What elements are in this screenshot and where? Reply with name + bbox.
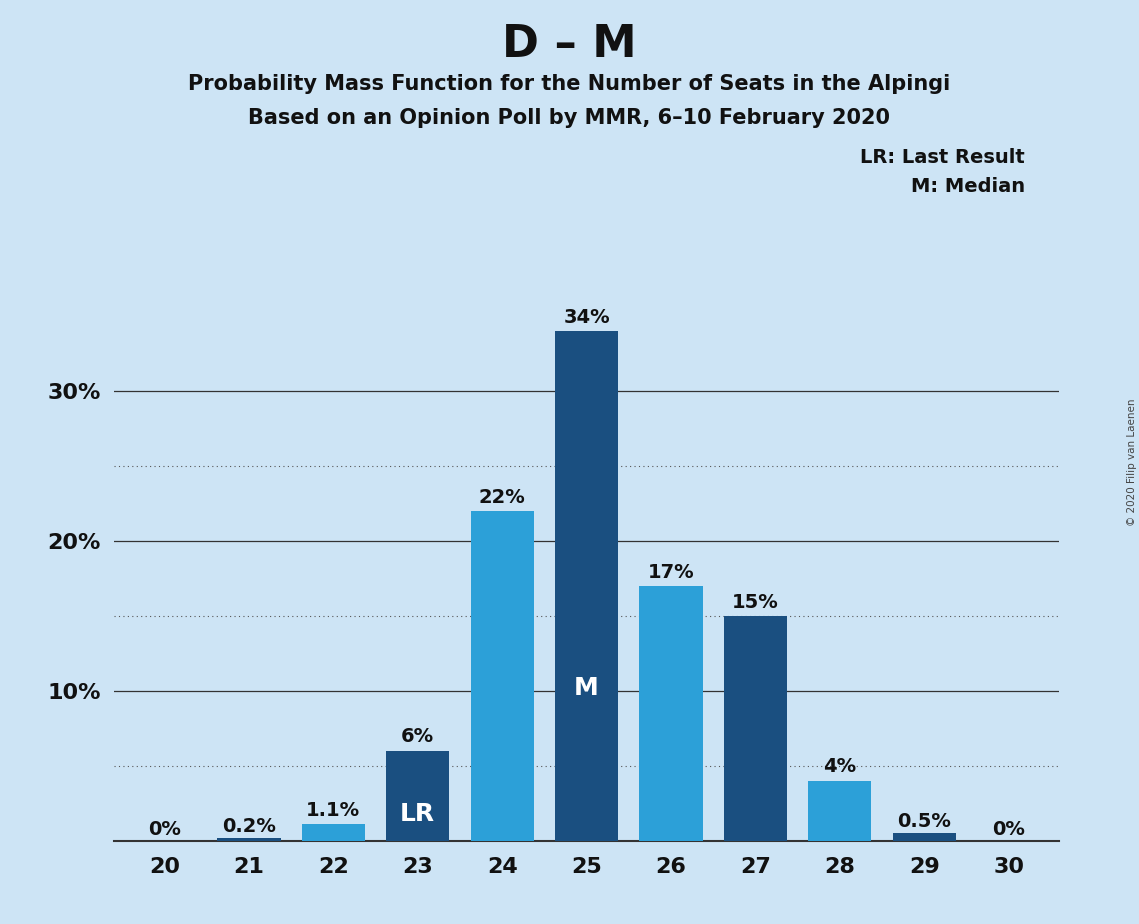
Text: 0%: 0%	[992, 820, 1025, 839]
Text: 4%: 4%	[823, 758, 857, 776]
Bar	[555, 332, 618, 841]
Bar	[302, 824, 364, 841]
Bar	[893, 833, 956, 841]
Text: 0.2%: 0.2%	[222, 817, 276, 835]
Text: 1.1%: 1.1%	[306, 801, 360, 820]
Text: 6%: 6%	[401, 727, 434, 747]
Bar	[639, 586, 703, 841]
Bar	[723, 616, 787, 841]
Bar	[218, 838, 280, 841]
Text: Probability Mass Function for the Number of Seats in the Alpingi: Probability Mass Function for the Number…	[188, 74, 951, 94]
Text: M: M	[574, 676, 599, 700]
Text: 34%: 34%	[564, 308, 609, 327]
Text: 0%: 0%	[148, 820, 181, 839]
Text: 15%: 15%	[732, 592, 779, 612]
Text: © 2020 Filip van Laenen: © 2020 Filip van Laenen	[1126, 398, 1137, 526]
Text: M: Median: M: Median	[911, 177, 1025, 197]
Text: LR: Last Result: LR: Last Result	[860, 148, 1025, 167]
Bar	[809, 781, 871, 841]
Text: Based on an Opinion Poll by MMR, 6–10 February 2020: Based on an Opinion Poll by MMR, 6–10 Fe…	[248, 108, 891, 128]
Text: LR: LR	[400, 802, 435, 826]
Bar	[470, 511, 534, 841]
Text: 0.5%: 0.5%	[898, 812, 951, 831]
Text: 22%: 22%	[478, 488, 525, 506]
Bar	[386, 751, 450, 841]
Text: D – M: D – M	[502, 23, 637, 67]
Text: 17%: 17%	[648, 563, 695, 581]
